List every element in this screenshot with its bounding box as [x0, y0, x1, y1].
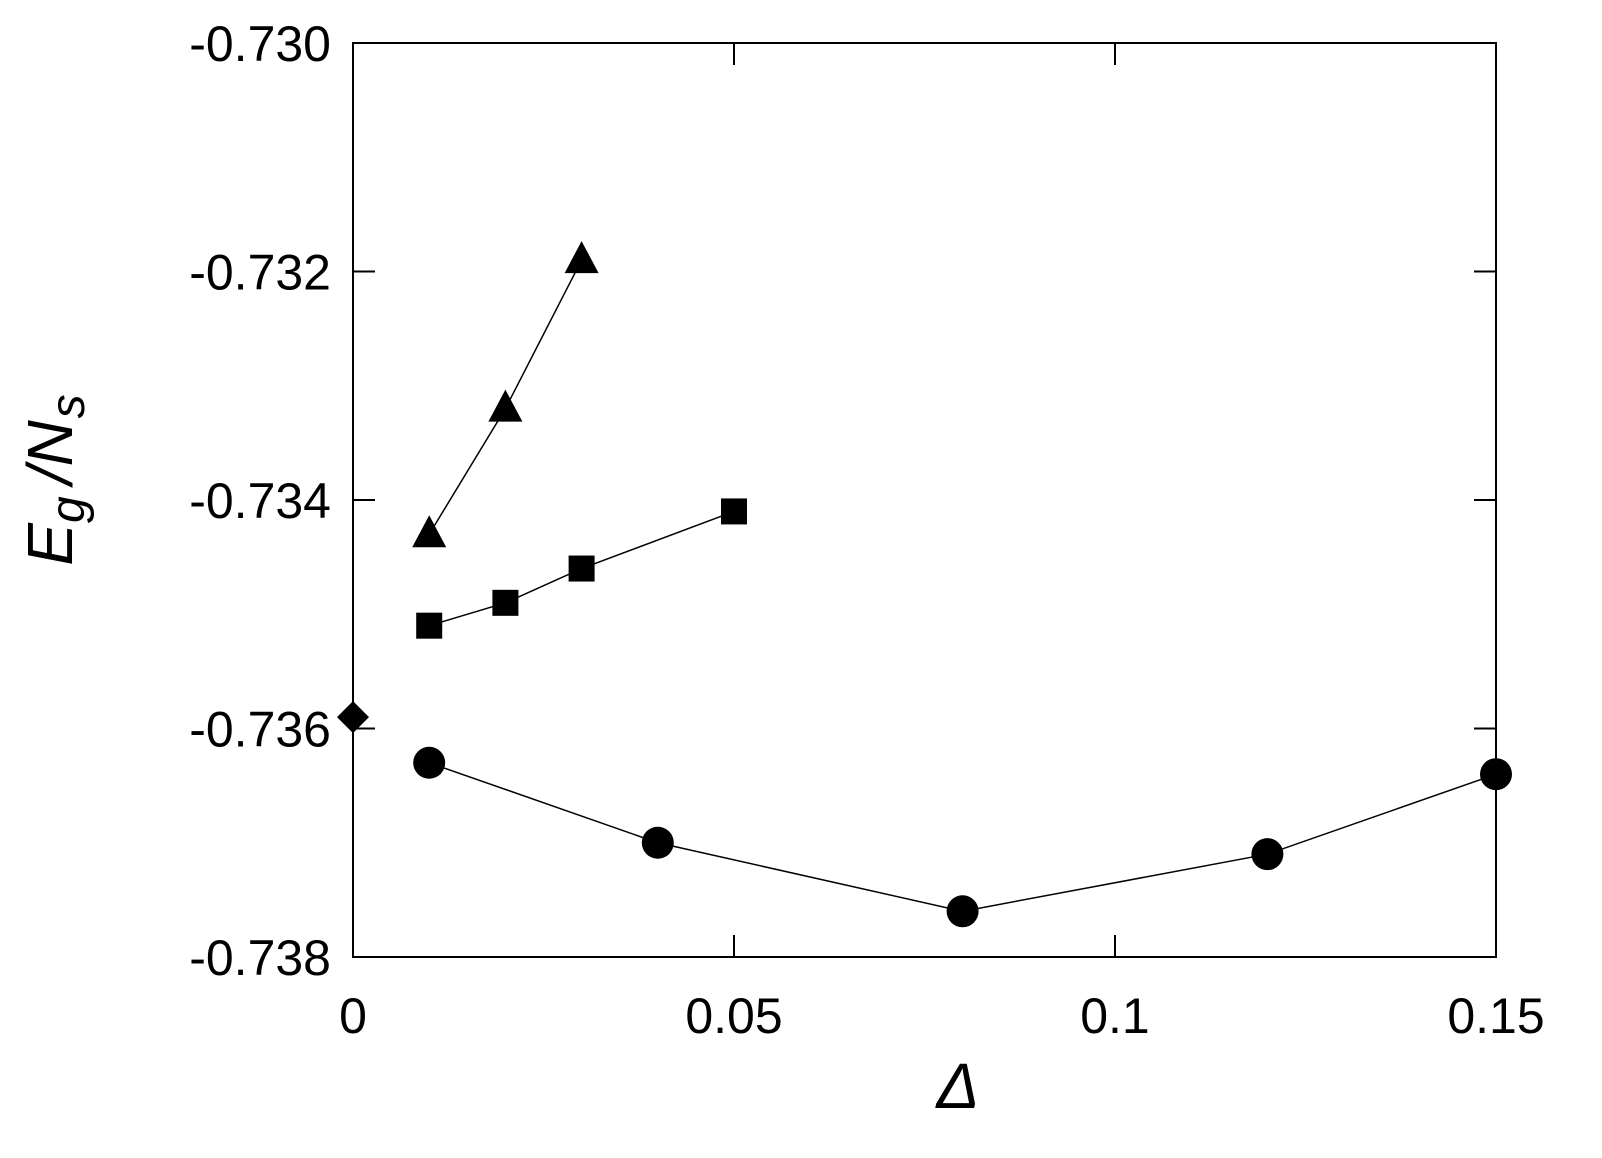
circle-point: [1480, 758, 1512, 791]
diamond-series: [337, 701, 369, 734]
tick-labels: 0 0.05 0.1 0.15 -0.738 -0.736 -0.734 -0.732 -0.7…: [189, 16, 1544, 1044]
circle-series-line: [428, 762, 1497, 913]
square-point: [492, 589, 519, 616]
y-axis-title-sub-g: g: [42, 496, 95, 523]
square-series-line: [428, 510, 735, 627]
x-axis-title: Δ: [935, 1050, 980, 1122]
x-tick-label: 0.1: [1080, 988, 1150, 1044]
svg-text:Eg/Ns: Eg/Ns: [14, 394, 95, 565]
triangle-point: [488, 389, 523, 422]
circle-point: [641, 826, 674, 859]
triangle-point: [564, 241, 599, 274]
y-tick-label: -0.734: [189, 473, 331, 529]
circle-point: [946, 895, 979, 928]
data-series: [337, 241, 1512, 928]
y-axis-title-sub-s: s: [42, 394, 95, 418]
square-point: [721, 498, 747, 525]
square-point: [416, 612, 443, 639]
diamond-point: [337, 701, 369, 734]
square-point: [568, 555, 595, 582]
y-tick-label: -0.738: [189, 930, 331, 986]
circle-series: [413, 746, 1512, 928]
circle-point: [1251, 838, 1284, 871]
plot-frame: [352, 42, 1497, 958]
y-axis-title: Eg/Ns: [14, 394, 95, 565]
x-tick-label: 0: [339, 988, 367, 1044]
y-axis-title-main: E: [14, 522, 86, 566]
y-tick-label: -0.732: [189, 245, 331, 301]
x-tick-label: 0.05: [685, 988, 782, 1044]
circle-point: [413, 746, 446, 779]
y-axis-title-mid: /N: [14, 420, 86, 489]
y-tick-label: -0.730: [189, 16, 331, 72]
tick-marks: [352, 42, 1497, 958]
y-tick-label: -0.736: [189, 702, 331, 758]
square-series: [416, 498, 747, 639]
x-tick-label: 0.15: [1447, 988, 1544, 1044]
triangle-series: [412, 241, 599, 548]
triangle-point: [412, 515, 447, 548]
